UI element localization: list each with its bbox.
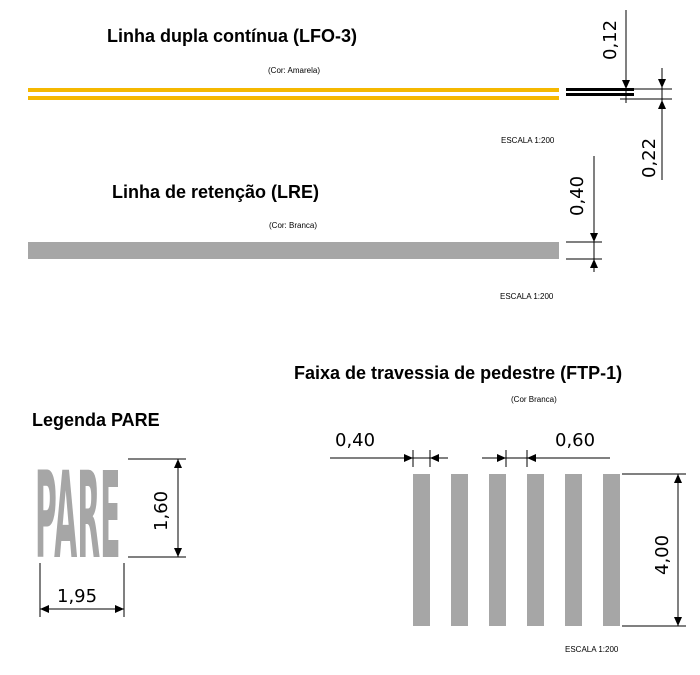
pare-dim-h-arrow-bottom [174,548,182,557]
lre-line [28,242,559,259]
ftp1-dim-length-arrow-bottom [674,617,682,626]
ftp1-scale: ESCALA 1:200 [565,645,619,654]
pare-dim-w-arrow-right [115,605,124,613]
ftp1-stripe [603,474,620,626]
lfo3-detail-top [566,88,634,91]
pare-word: PARE [35,448,121,586]
lfo3-color-note: (Cor: Amarela) [268,66,321,75]
ftp1-dim-stripe-arrow-r [430,454,439,462]
lfo3-dim-b-arrow-top [658,79,666,88]
ftp1-stripe [413,474,430,626]
lre-dim-arrow-bottom [590,259,598,268]
ftp1-stripe [527,474,544,626]
lfo3-scale: ESCALA 1:200 [501,136,555,145]
ftp1-stripes [413,474,620,626]
lre-dim-arrow-top [590,233,598,242]
lfo3-detail-bottom [566,93,634,96]
pare-dim-width-label: 1,95 [57,586,97,607]
lre-scale: ESCALA 1:200 [500,292,554,301]
pare-dim-h-arrow-top [174,459,182,468]
lfo3-dim-b-label: 0,22 [639,138,660,178]
ftp1-dim-gap-arrow-l [497,454,506,462]
lfo3-dim-a-arrow [622,80,630,89]
lre-dim-label: 0,40 [567,176,588,216]
pare-dim-w-arrow-left [40,605,49,613]
ftp1-dim-length-label: 4,00 [652,535,673,575]
ftp1-dim-gap-arrow-r [527,454,536,462]
ftp1-title: Faixa de travessia de pedestre (FTP-1) [294,363,623,383]
lre-color-note: (Cor: Branca) [269,221,318,230]
ftp1-color-note: (Cor Branca) [511,395,557,404]
ftp1-dim-length-arrow-top [674,474,682,483]
lfo3-title: Linha dupla contínua (LFO-3) [107,26,357,46]
ftp1-dim-stripe-label: 0,40 [335,430,375,451]
ftp1-stripe [489,474,506,626]
lfo3-line-top [28,88,559,92]
ftp1-dim-gap-label: 0,60 [555,430,595,451]
ftp1-stripe [565,474,582,626]
pare-dim-height-label: 1,60 [151,491,172,531]
lre-title: Linha de retenção (LRE) [112,182,320,202]
lfo3-dim-a-label: 0,12 [600,20,621,60]
ftp1-dim-stripe-arrow-l [404,454,413,462]
ftp1-stripe [451,474,468,626]
pare-title: Legenda PARE [32,410,160,430]
lfo3-dim-b-arrow-bottom [658,100,666,109]
lfo3-line-bottom [28,96,559,100]
